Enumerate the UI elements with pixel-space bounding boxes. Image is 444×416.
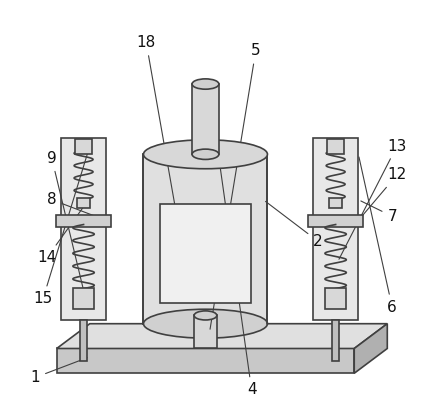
Text: 12: 12 xyxy=(360,168,407,218)
Text: 6: 6 xyxy=(359,157,397,314)
Ellipse shape xyxy=(143,140,267,169)
Ellipse shape xyxy=(192,79,219,89)
Bar xyxy=(75,139,92,154)
Text: 9: 9 xyxy=(47,151,85,296)
Bar xyxy=(80,319,87,361)
Bar xyxy=(192,84,219,154)
Text: 13: 13 xyxy=(339,139,407,259)
Text: 18: 18 xyxy=(137,35,184,259)
Polygon shape xyxy=(57,324,387,349)
Bar xyxy=(313,138,358,319)
Polygon shape xyxy=(57,349,354,373)
Bar xyxy=(325,288,346,309)
Text: 4: 4 xyxy=(210,95,257,397)
Polygon shape xyxy=(354,324,387,373)
Text: 1: 1 xyxy=(31,358,87,385)
Ellipse shape xyxy=(192,149,219,159)
Bar xyxy=(73,288,94,309)
Bar xyxy=(56,215,111,227)
Ellipse shape xyxy=(143,309,267,338)
Text: 14: 14 xyxy=(37,206,84,265)
Bar xyxy=(308,215,363,227)
Text: 15: 15 xyxy=(33,149,89,307)
Bar xyxy=(143,154,267,324)
Ellipse shape xyxy=(194,311,217,320)
Bar xyxy=(332,319,339,361)
Text: 2: 2 xyxy=(266,201,322,248)
Bar xyxy=(194,315,217,349)
Text: 5: 5 xyxy=(210,44,261,329)
Bar xyxy=(329,198,342,208)
Text: 7: 7 xyxy=(361,201,397,224)
Bar xyxy=(77,198,90,208)
Bar xyxy=(61,138,106,319)
Text: 8: 8 xyxy=(47,192,104,219)
Bar xyxy=(160,204,251,303)
Bar xyxy=(327,139,344,154)
